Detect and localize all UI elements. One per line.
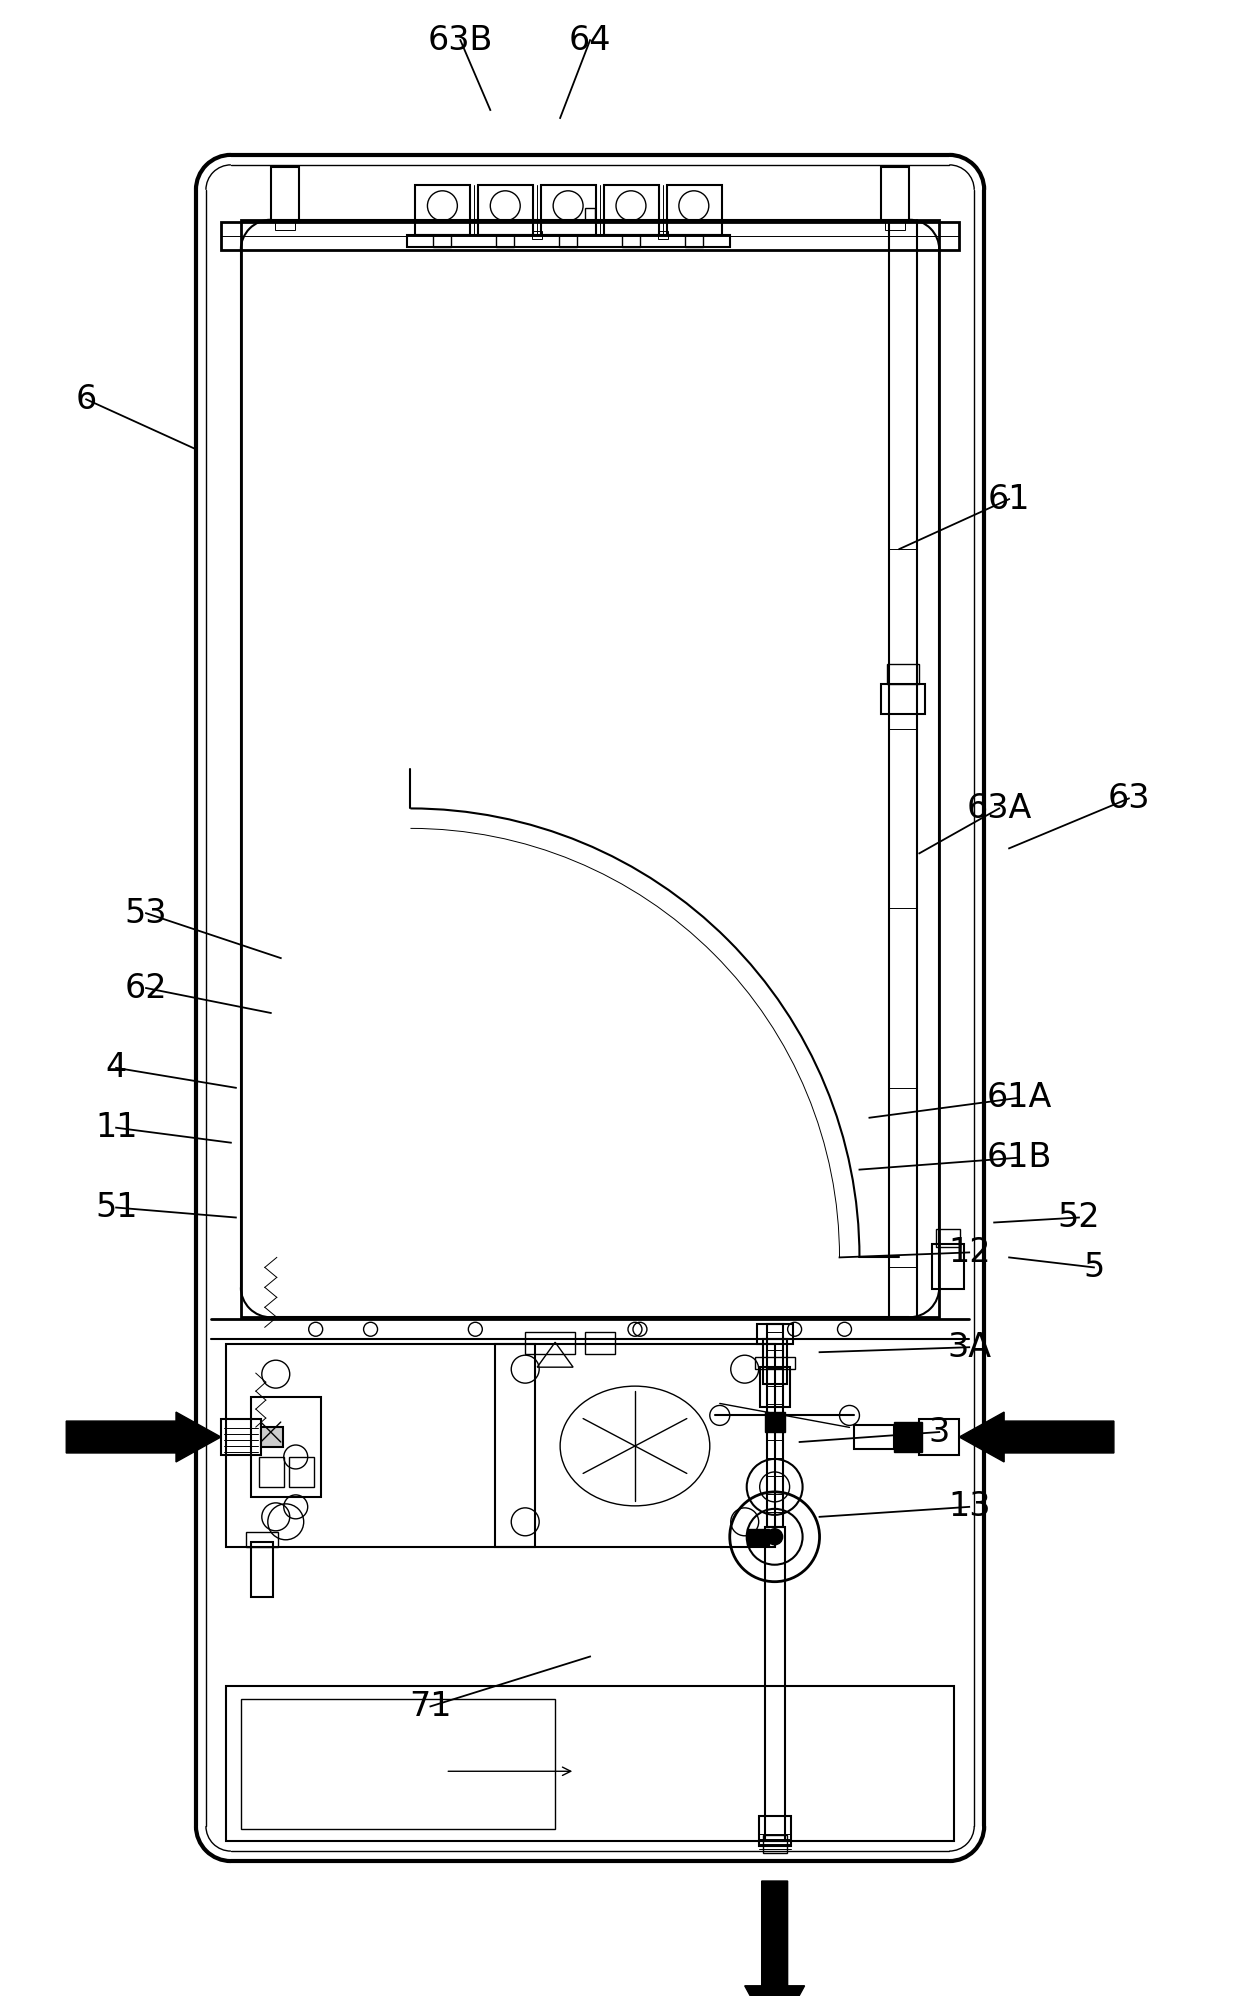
- Text: 63A: 63A: [966, 791, 1032, 825]
- Text: 63: 63: [1107, 781, 1151, 815]
- Circle shape: [766, 1528, 782, 1544]
- Bar: [763, 1834, 786, 1852]
- Bar: [766, 1325, 782, 1526]
- Bar: [755, 1357, 795, 1369]
- Bar: [604, 186, 658, 234]
- Text: 13: 13: [947, 1491, 991, 1522]
- Bar: [289, 1457, 314, 1487]
- Bar: [919, 1419, 960, 1455]
- Bar: [246, 1532, 278, 1546]
- Bar: [250, 1397, 321, 1497]
- Bar: [434, 234, 451, 246]
- Bar: [259, 1457, 284, 1487]
- Bar: [221, 222, 960, 250]
- Bar: [408, 234, 730, 246]
- Bar: [226, 1345, 536, 1546]
- Text: 51: 51: [95, 1191, 138, 1225]
- Text: 52: 52: [1058, 1201, 1100, 1235]
- Text: 12: 12: [947, 1237, 991, 1269]
- Bar: [888, 663, 919, 683]
- Bar: [658, 230, 668, 238]
- Bar: [882, 168, 909, 222]
- Text: 61B: 61B: [986, 1141, 1052, 1175]
- Bar: [532, 230, 542, 238]
- Bar: [667, 186, 722, 234]
- Bar: [763, 1339, 786, 1385]
- Bar: [559, 234, 577, 246]
- Text: 71: 71: [409, 1690, 451, 1722]
- Bar: [854, 1425, 894, 1449]
- Bar: [746, 1528, 769, 1544]
- Text: 62: 62: [125, 971, 167, 1005]
- FancyArrow shape: [960, 1413, 1114, 1463]
- Text: 11: 11: [95, 1111, 138, 1145]
- Text: 5: 5: [1084, 1251, 1105, 1285]
- Bar: [760, 1367, 790, 1407]
- Text: 63B: 63B: [428, 24, 494, 56]
- Text: 4: 4: [105, 1051, 126, 1085]
- Text: 61: 61: [988, 484, 1030, 515]
- Bar: [526, 1333, 575, 1355]
- Bar: [260, 1427, 283, 1447]
- Bar: [541, 186, 596, 234]
- Bar: [932, 1245, 965, 1289]
- Bar: [936, 1229, 960, 1247]
- Text: 3A: 3A: [947, 1331, 991, 1365]
- Text: 61A: 61A: [986, 1081, 1052, 1115]
- Text: 53: 53: [125, 897, 167, 929]
- Bar: [226, 1686, 955, 1840]
- FancyArrow shape: [66, 1413, 221, 1463]
- Bar: [882, 683, 925, 713]
- Bar: [765, 1526, 785, 1840]
- Text: 3: 3: [929, 1415, 950, 1449]
- Bar: [270, 168, 299, 222]
- Bar: [756, 1325, 792, 1345]
- Bar: [684, 234, 703, 246]
- Bar: [496, 234, 515, 246]
- FancyArrow shape: [745, 1880, 805, 1998]
- Bar: [241, 1700, 556, 1828]
- Bar: [759, 1816, 791, 1846]
- Bar: [495, 1345, 775, 1546]
- Bar: [885, 222, 905, 230]
- Bar: [275, 222, 295, 230]
- Bar: [894, 1423, 923, 1453]
- Bar: [415, 186, 470, 234]
- Bar: [479, 186, 533, 234]
- Bar: [241, 220, 939, 1317]
- Bar: [765, 1413, 785, 1433]
- Bar: [250, 1542, 273, 1596]
- Text: 64: 64: [569, 24, 611, 56]
- Bar: [585, 208, 595, 220]
- Bar: [585, 1333, 615, 1355]
- Bar: [622, 234, 640, 246]
- Text: 6: 6: [76, 384, 97, 416]
- Bar: [221, 1419, 260, 1455]
